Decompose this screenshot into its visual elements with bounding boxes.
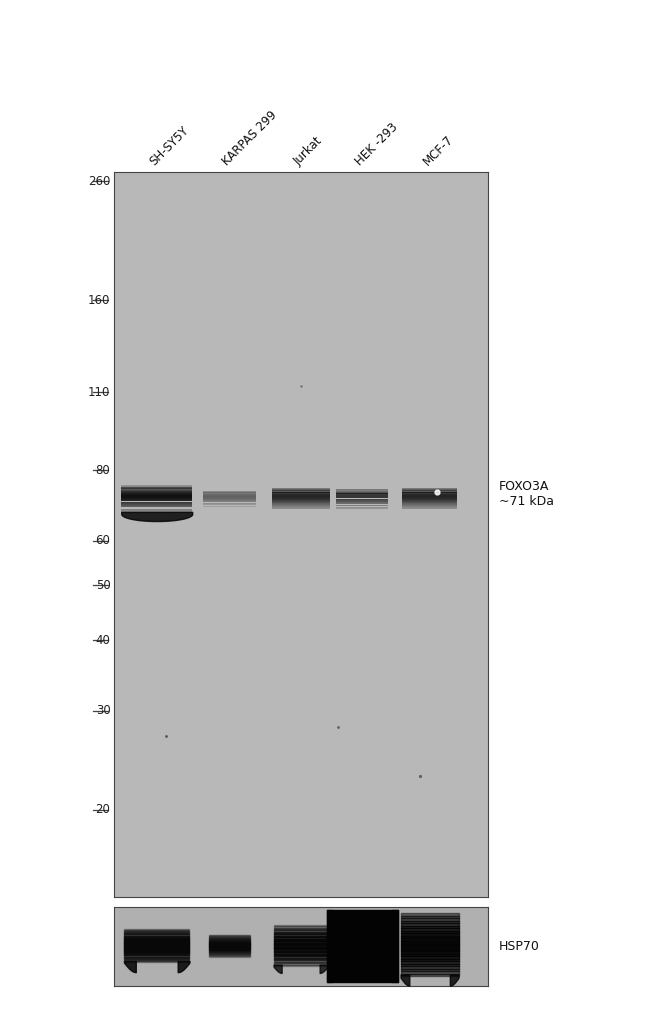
- Text: 40: 40: [96, 634, 111, 647]
- Text: 30: 30: [96, 704, 111, 717]
- Text: HEK -293: HEK -293: [353, 121, 400, 168]
- Text: FOXO3A
~71 kDa: FOXO3A ~71 kDa: [499, 481, 554, 508]
- Text: MCF-7: MCF-7: [421, 133, 456, 168]
- Text: 20: 20: [96, 803, 111, 816]
- Text: Jurkat: Jurkat: [291, 135, 325, 168]
- Text: SH-SY5Y: SH-SY5Y: [148, 124, 192, 168]
- Text: 60: 60: [96, 534, 111, 548]
- Text: 260: 260: [88, 175, 110, 188]
- Text: 50: 50: [96, 579, 111, 592]
- Text: 110: 110: [88, 385, 110, 399]
- Text: HSP70: HSP70: [499, 940, 540, 952]
- Text: 80: 80: [96, 463, 111, 477]
- Text: KARPAS 299: KARPAS 299: [220, 108, 280, 168]
- Text: 160: 160: [88, 294, 110, 307]
